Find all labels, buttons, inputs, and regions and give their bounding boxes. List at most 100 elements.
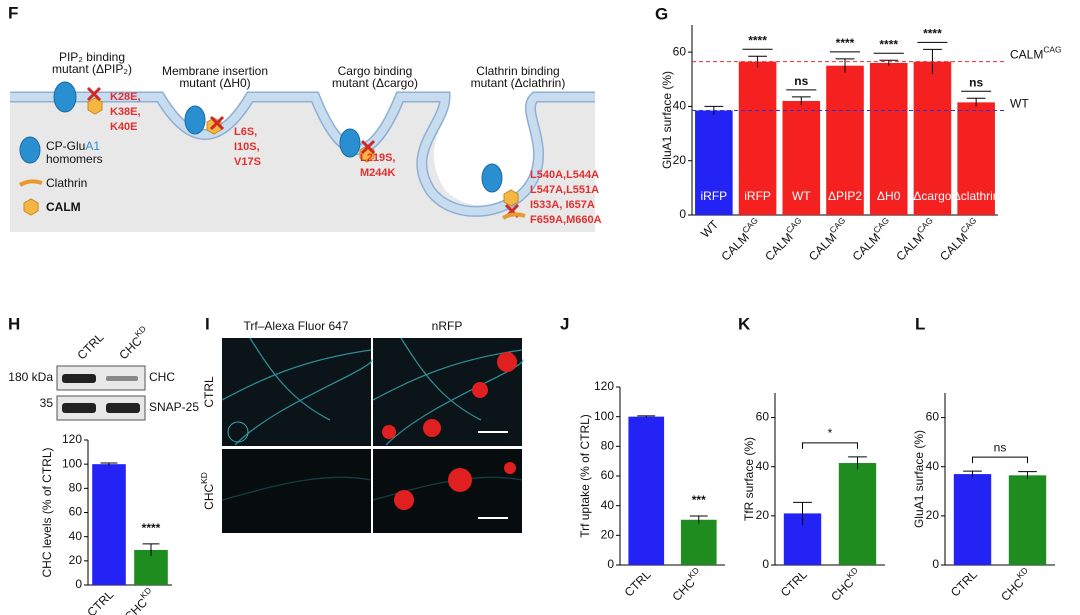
y-tick-label: 80 xyxy=(69,481,83,495)
cytosol xyxy=(10,100,595,232)
legend-clathrin: Clathrin xyxy=(46,176,87,190)
mutant-title: mutant (ΔH0) xyxy=(179,76,250,90)
legend-text: CP-Glu xyxy=(46,139,85,153)
row-label-sup: KD xyxy=(199,472,209,484)
bar xyxy=(826,65,864,215)
y-tick-label: 60 xyxy=(756,410,770,424)
mutation: I10S, xyxy=(234,141,260,153)
error-bar xyxy=(637,415,656,418)
significance: ns xyxy=(969,75,983,89)
band-label: SNAP-25 xyxy=(149,400,199,414)
bar xyxy=(957,102,995,215)
bar-label: iRFP xyxy=(744,189,771,203)
y-axis-label: CHC levels (% of CTRL) xyxy=(40,447,54,577)
error-bar xyxy=(1018,471,1037,479)
x-tick-label-sup: CAG xyxy=(784,215,804,235)
mutant-title: mutant (ΔPIP₂) xyxy=(52,62,132,76)
y-tick-label: 60 xyxy=(69,505,83,519)
mutant-title: Cargo binding xyxy=(338,64,413,78)
bar xyxy=(695,110,733,215)
panel-letter: H xyxy=(8,314,20,333)
mutant-title: mutant (Δcargo) xyxy=(332,76,418,90)
y-tick-label: 20 xyxy=(601,528,615,542)
lane-label: CTRL xyxy=(74,330,106,362)
mutation: L6S, xyxy=(234,126,257,138)
x-tick-label-sup: CAG xyxy=(828,215,848,235)
bar xyxy=(913,61,952,216)
row-label-main: CHC xyxy=(202,483,216,509)
mutation: M244K xyxy=(360,167,396,179)
significance: ns xyxy=(794,74,808,88)
y-tick-label: 120 xyxy=(594,379,614,393)
mutant-title: Clathrin binding xyxy=(476,64,559,78)
bar-chart: J 0 20 40 60 80 100 120 Trf uptake (% of CTRL) CT… xyxy=(560,314,725,604)
significance: *** xyxy=(692,493,706,507)
legend-receptor: CP-GluA1 xyxy=(46,139,100,153)
x-tick-label: CHCKD xyxy=(668,565,707,604)
bar xyxy=(838,463,877,565)
y-tick-label: 20 xyxy=(756,508,770,522)
mutation: F659A,M660A xyxy=(530,214,602,226)
mutant-title: mutant (Δclathrin) xyxy=(471,76,566,90)
clathrin-icon xyxy=(18,179,43,187)
error-bar xyxy=(963,470,982,478)
significance: **** xyxy=(142,521,161,535)
panel-letter: F xyxy=(8,3,18,22)
error-bar xyxy=(689,515,708,524)
bracket-label: * xyxy=(828,426,833,440)
error-bar xyxy=(793,501,812,525)
y-axis-label: TfR surface (%) xyxy=(742,437,756,521)
x-tick-label: CALMCAG xyxy=(848,215,896,263)
x-tick-label: CTRL xyxy=(778,567,810,599)
x-tick-label-sup: CAG xyxy=(871,215,891,235)
y-tick-label: 80 xyxy=(601,439,615,453)
column-label: nRFP xyxy=(432,319,463,333)
bar xyxy=(869,63,908,215)
blot xyxy=(56,365,146,421)
bar xyxy=(782,101,821,215)
y-tick-label: 100 xyxy=(594,409,614,423)
y-axis-label: Trf uptake (% of CTRL) xyxy=(578,414,592,538)
bar-chart: 0 20 40 60 80 100 120 CHC levels (% of CTRL) CTR… xyxy=(40,432,172,615)
row-label: CTRL xyxy=(202,376,216,408)
mutation: L219S, xyxy=(360,152,395,164)
error-bar xyxy=(848,456,867,470)
lane-label: CHCKD xyxy=(114,324,153,363)
band-label: CHC xyxy=(149,370,175,384)
error-bar xyxy=(142,543,160,556)
bar-label: Δclathrin xyxy=(953,189,1000,203)
x-tick-label: CALMCAG xyxy=(804,215,852,263)
bracket xyxy=(972,456,1028,464)
panel-letter: K xyxy=(738,314,751,333)
y-tick-label: 0 xyxy=(679,207,686,221)
membrane-inner xyxy=(10,93,595,216)
membrane-diagram xyxy=(10,81,595,232)
bar-label: iRFP xyxy=(701,189,728,203)
y-tick-label: 40 xyxy=(926,459,940,473)
x-tick-label-sup: CAG xyxy=(915,215,935,235)
y-axis-label: GluA1 surface (%) xyxy=(912,430,926,528)
receptors xyxy=(19,81,503,193)
marker-label: 180 kDa xyxy=(8,370,53,384)
x-tick-label: CHCKD xyxy=(826,565,865,604)
significance: **** xyxy=(879,37,898,51)
x-tick-label: CALMCAG xyxy=(717,215,765,263)
y-tick-label: 0 xyxy=(75,577,82,591)
y-axis-label: GluA1 surface (%) xyxy=(660,71,674,169)
significance: **** xyxy=(836,36,855,50)
x-tick-label: CALMCAG xyxy=(760,215,808,263)
mutation: I533A, I657A xyxy=(530,199,595,211)
reference-label-sup: CAG xyxy=(1043,45,1061,55)
mutation: K38E, xyxy=(110,106,141,118)
y-tick-label: 0 xyxy=(607,557,614,571)
bar xyxy=(1008,475,1047,565)
y-tick-label: 40 xyxy=(756,459,770,473)
bar-label: ΔPIP2 xyxy=(828,189,862,203)
y-tick-label: 40 xyxy=(601,498,615,512)
y-tick-label: 20 xyxy=(926,508,940,522)
y-tick-label: 40 xyxy=(69,529,83,543)
